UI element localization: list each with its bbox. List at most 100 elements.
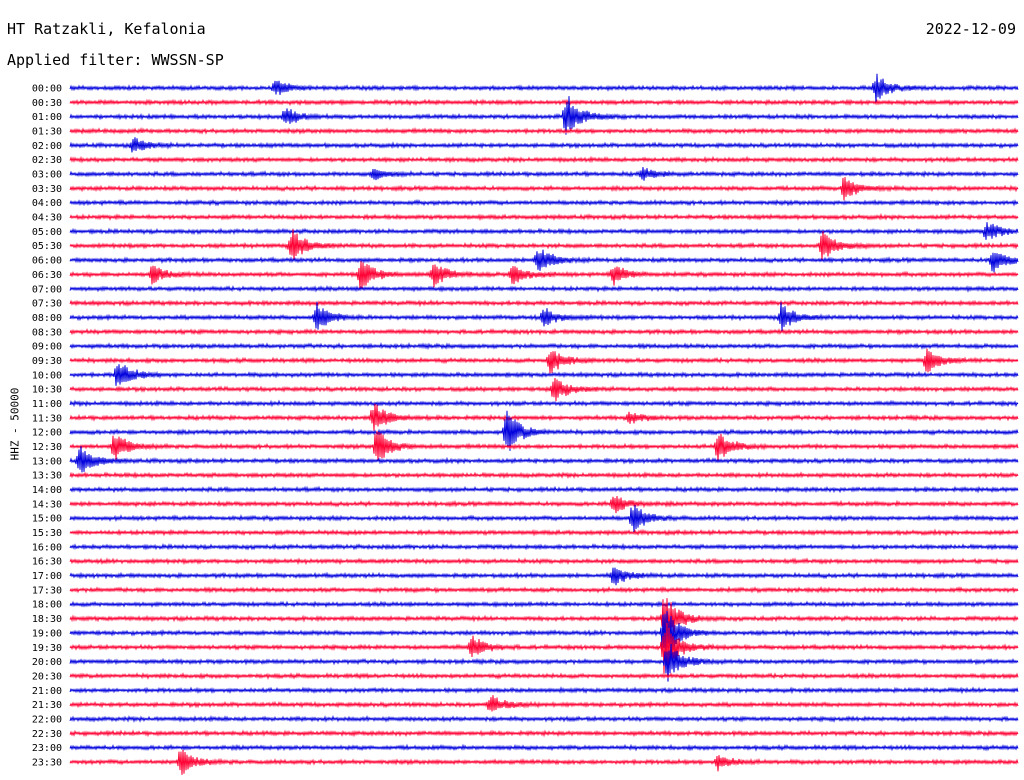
trace-1300 (69, 446, 1019, 473)
trace-2330 (69, 749, 1019, 775)
trace-0900 (69, 342, 1019, 351)
row-label-0830: 08:30 (32, 327, 62, 338)
row-label-0000: 00:00 (32, 84, 62, 95)
row-label-0800: 08:00 (32, 313, 62, 324)
row-label-1700: 17:00 (32, 571, 62, 582)
row-label-2330: 23:30 (32, 758, 62, 769)
trace-0500 (69, 222, 1019, 240)
record-date: 2022-12-09 (925, 20, 1016, 38)
trace-1500 (69, 505, 1019, 533)
trace-1730 (69, 585, 1019, 594)
row-label-1430: 14:30 (32, 499, 62, 510)
trace-1030 (69, 377, 1019, 402)
trace-2000 (69, 643, 1019, 682)
row-label-0630: 06:30 (32, 270, 62, 281)
trace-0800 (69, 301, 1019, 332)
trace-0700 (69, 284, 1019, 293)
row-label-1400: 14:00 (32, 485, 62, 496)
row-label-0400: 04:00 (32, 198, 62, 209)
row-label-2200: 22:00 (32, 715, 62, 726)
trace-1430 (69, 495, 1019, 514)
row-label-1630: 16:30 (32, 557, 62, 568)
trace-1130 (69, 403, 1019, 431)
row-label-0700: 07:00 (32, 284, 62, 295)
trace-0130 (69, 127, 1019, 135)
row-label-0600: 06:00 (32, 256, 62, 267)
row-label-0300: 03:00 (32, 170, 62, 181)
row-label-0900: 09:00 (32, 342, 62, 353)
trace-2100 (69, 686, 1019, 695)
row-label-0330: 03:30 (32, 184, 62, 195)
trace-2130 (69, 695, 1019, 712)
row-label-1830: 18:30 (32, 614, 62, 625)
trace-0830 (69, 327, 1019, 336)
trace-1830 (69, 598, 1019, 638)
row-label-0100: 01:00 (32, 112, 62, 123)
row-label-2000: 20:00 (32, 657, 62, 668)
trace-1000 (69, 364, 1019, 386)
row-label-1200: 12:00 (32, 428, 62, 439)
trace-1700 (69, 567, 1019, 586)
trace-2200 (69, 714, 1019, 723)
row-label-0230: 02:30 (32, 155, 62, 166)
trace-1900 (69, 610, 1019, 657)
row-label-0500: 05:00 (32, 227, 62, 238)
row-label-0130: 01:30 (32, 127, 62, 138)
row-label-0030: 00:30 (32, 98, 62, 109)
row-label-0730: 07:30 (32, 299, 62, 310)
row-label-1330: 13:30 (32, 471, 62, 482)
trace-1400 (69, 485, 1019, 494)
filter-label: Applied filter: WWSSN-SP (7, 51, 224, 69)
row-label-1100: 11:00 (32, 399, 62, 410)
row-label-1800: 18:00 (32, 600, 62, 611)
row-label-1500: 15:00 (32, 514, 62, 525)
trace-0030 (69, 98, 1019, 107)
row-label-2100: 21:00 (32, 686, 62, 697)
trace-1330 (69, 471, 1019, 480)
trace-2030 (69, 672, 1019, 680)
trace-0300 (69, 167, 1019, 181)
trace-2230 (69, 729, 1019, 738)
trace-1100 (69, 399, 1019, 408)
trace-1200 (69, 410, 1019, 451)
trace-0200 (69, 137, 1019, 153)
trace-0400 (69, 198, 1019, 207)
trace-0430 (69, 212, 1019, 222)
trace-1630 (69, 557, 1019, 566)
trace-2300 (69, 743, 1019, 752)
trace-0000 (69, 73, 1019, 104)
trace-1230 (69, 430, 1019, 462)
row-label-1130: 11:30 (32, 413, 62, 424)
trace-0330 (69, 177, 1019, 201)
trace-1800 (69, 600, 1019, 609)
trace-0600 (69, 249, 1019, 273)
row-label-1030: 10:30 (32, 385, 62, 396)
row-label-1000: 10:00 (32, 370, 62, 381)
row-label-2300: 23:00 (32, 743, 62, 754)
row-label-0200: 02:00 (32, 141, 62, 152)
trace-1600 (69, 542, 1019, 551)
row-label-0530: 05:30 (32, 241, 62, 252)
row-label-2130: 21:30 (32, 700, 62, 711)
row-label-1900: 19:00 (32, 628, 62, 639)
row-label-1530: 15:30 (32, 528, 62, 539)
trace-1530 (69, 528, 1019, 537)
row-label-2030: 20:30 (32, 671, 62, 682)
trace-0530 (69, 229, 1019, 261)
trace-0930 (69, 348, 1019, 374)
row-label-0430: 04:30 (32, 213, 62, 224)
row-label-0930: 09:30 (32, 356, 62, 367)
row-label-2230: 22:30 (32, 729, 62, 740)
row-label-1930: 19:30 (32, 643, 62, 654)
trace-0730 (69, 299, 1019, 308)
row-label-1600: 16:00 (32, 542, 62, 553)
station-title: HT Ratzakli, Kefalonia (7, 20, 206, 38)
trace-0630 (69, 261, 1019, 290)
row-label-1300: 13:00 (32, 456, 62, 467)
row-label-1730: 17:30 (32, 585, 62, 596)
trace-0230 (69, 155, 1019, 164)
trace-0100 (69, 96, 1019, 135)
trace-1930 (69, 622, 1019, 674)
